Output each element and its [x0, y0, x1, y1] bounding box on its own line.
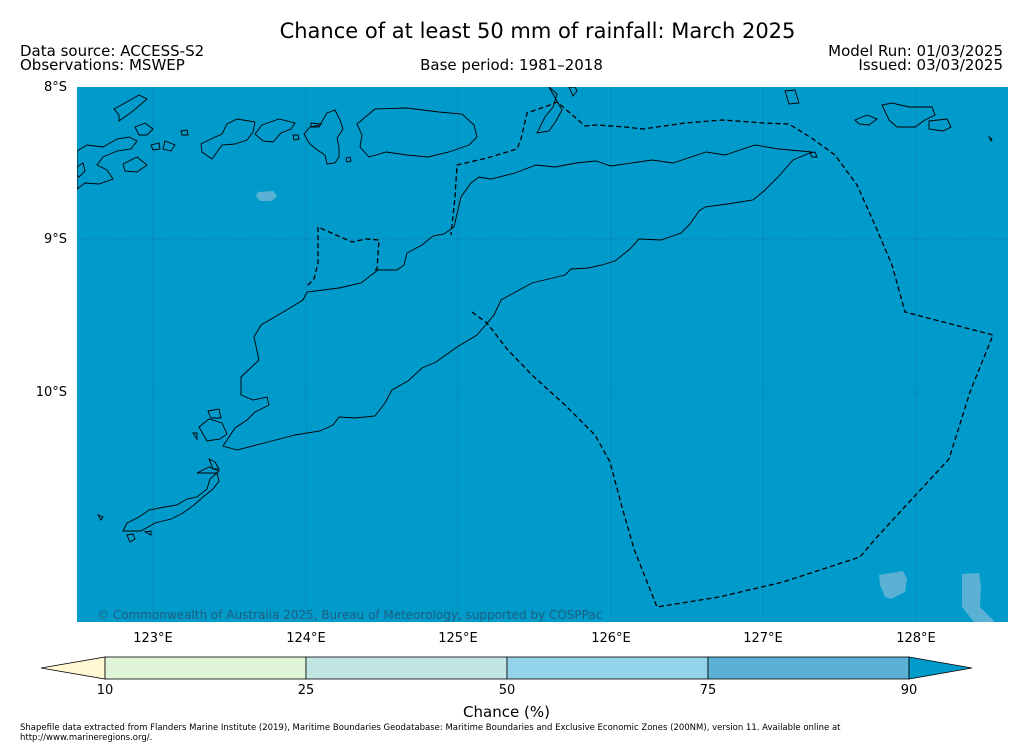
atauro-island-coast [536, 87, 563, 134]
small-island-coast [310, 122, 322, 128]
pantar-island-coast [303, 109, 344, 165]
oecusse-eez-boundary [305, 226, 380, 288]
lon-label-126e: 126°E [591, 631, 631, 646]
lon-label-123e: 123°E [133, 631, 173, 646]
colorbar-label: Chance (%) [463, 703, 550, 721]
ndao-island-coast [126, 533, 136, 543]
colorbar [40, 656, 973, 680]
copyright-text: © Commonwealth of Australia 2025, Bureau… [97, 608, 603, 622]
small-island-coast [192, 432, 198, 441]
map-area [77, 87, 1008, 622]
lat-label-9s: 9°S [43, 232, 67, 247]
maritime-boundaries [305, 101, 994, 608]
small-island-coast [568, 87, 578, 97]
lon-label-128e: 128°E [896, 631, 936, 646]
colorbar-bin-25-50 [305, 656, 508, 680]
small-island-coast [928, 118, 952, 132]
lon-label-127e: 127°E [743, 631, 783, 646]
small-island-coast [162, 140, 176, 152]
small-island-coast [854, 114, 878, 126]
small-island-coast [784, 89, 800, 105]
small-island-coast [292, 134, 300, 141]
coastlines [77, 87, 993, 543]
timor-island-coast [222, 144, 813, 451]
small-island-coast [77, 162, 86, 178]
solor-island-coast [113, 94, 148, 122]
lon-label-124e: 124°E [286, 631, 326, 646]
colorbar-bin-10-25 [104, 656, 307, 680]
timor-leste-eez-boundary [450, 101, 994, 608]
issued-text: Issued: 03/03/2025 [858, 56, 1003, 74]
lat-label-10s: 10°S [35, 385, 67, 400]
data-source-text: Data source: ACCESS-S2 [20, 42, 205, 60]
rote-island-coast [207, 408, 222, 419]
lat-label-8s: 8°S [43, 80, 67, 95]
page-title: Chance of at least 50 mm of rainfall: Ma… [279, 19, 796, 43]
colorbar-tick-50: 50 [498, 683, 516, 698]
colorbar-bin-50-75 [506, 656, 709, 680]
colorbar-tick-25: 25 [297, 683, 315, 698]
colorbar-tick-90: 90 [900, 683, 918, 698]
small-island-coast [180, 129, 189, 136]
small-island-coast [143, 530, 152, 536]
model-run-text: Model Run: 01/03/2025 [828, 42, 1003, 60]
low-chance-patches [256, 191, 995, 622]
small-island-coast [987, 135, 993, 143]
observations-text: Observations: MSWEP [20, 56, 185, 74]
small-island-coast [208, 458, 220, 470]
small-island-coast [122, 156, 148, 173]
colorbar-extend-low [40, 656, 106, 680]
flores-east-coast [77, 136, 138, 190]
rote-island-coast [198, 418, 228, 442]
small-island-coast [96, 514, 104, 521]
colorbar-tick-75: 75 [699, 683, 717, 698]
colorbar-extend-high [908, 656, 973, 680]
footer-note: Shapefile data extracted from Flanders M… [20, 723, 841, 743]
small-island-coast [345, 156, 352, 163]
base-period-text: Base period: 1981–2018 [420, 56, 603, 74]
colorbar-tick-10: 10 [96, 683, 114, 698]
small-island-coast [150, 142, 161, 151]
lembata-island-coast [254, 118, 296, 143]
small-island-coast [134, 122, 154, 136]
wetar-island-coast [881, 102, 936, 128]
colorbar-bin-75-90 [707, 656, 910, 680]
alor-island-coast [356, 107, 478, 158]
graticule [77, 87, 1008, 622]
ocean-background [77, 87, 1008, 622]
rote-island-coast [122, 466, 220, 532]
lon-label-125e: 125°E [438, 631, 478, 646]
kisar-island-coast [809, 151, 818, 158]
adonara-island-coast [200, 118, 256, 160]
